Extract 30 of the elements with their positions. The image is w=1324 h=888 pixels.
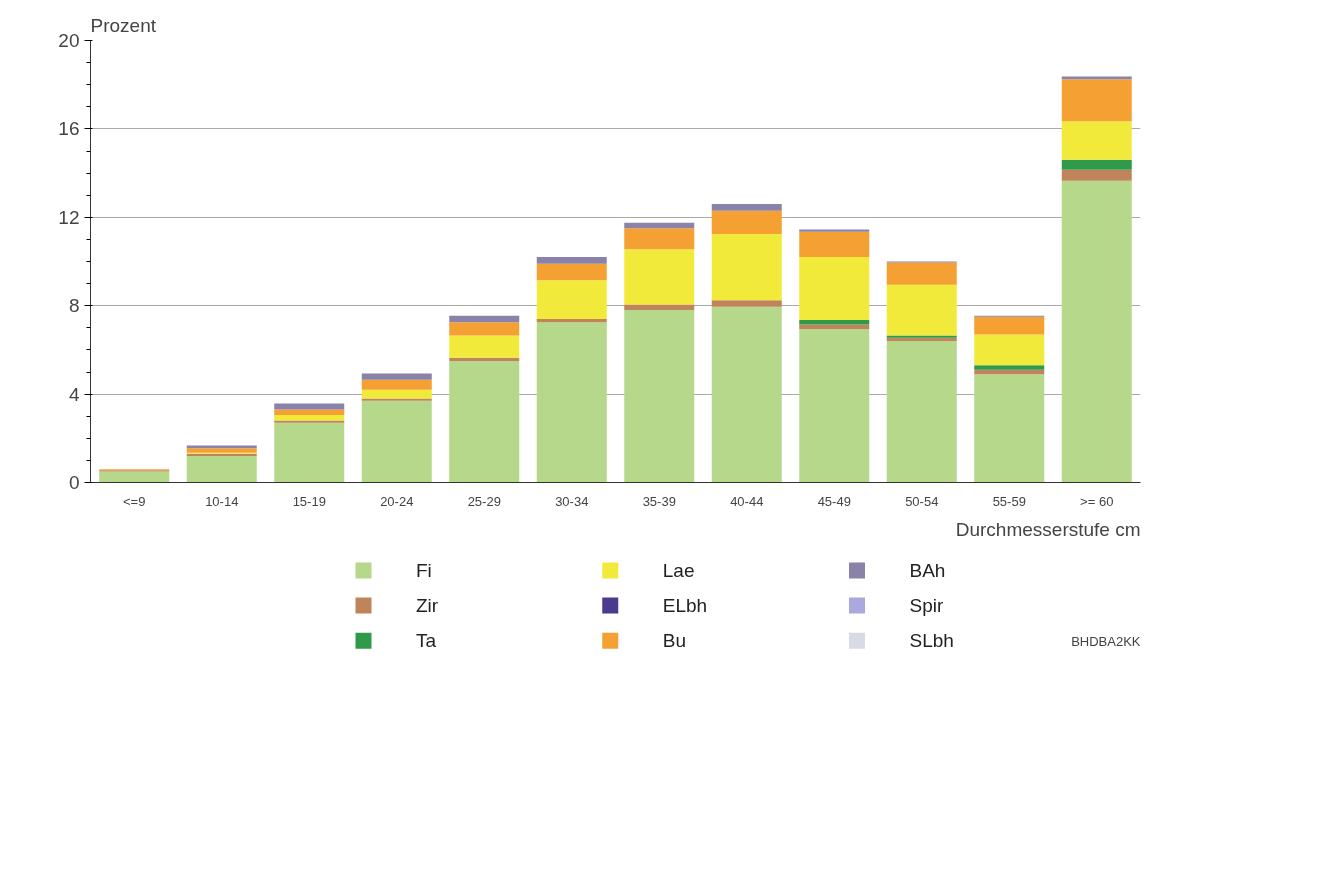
x-axis-title: Durchmesserstufe cm: [955, 518, 1141, 540]
x-tick-label: 35-39: [642, 493, 676, 509]
legend-label: Zir: [416, 595, 439, 617]
x-tick-label: >= 60: [1080, 493, 1114, 509]
y-tick-label: 0: [68, 472, 80, 493]
text: BHDBA2KK: [1071, 633, 1141, 649]
y-tick-label: 8: [68, 295, 80, 317]
x-tick-label: <=9: [123, 493, 146, 509]
x-tick-label: 15-19: [292, 493, 326, 509]
x-tick-label: 10-14: [205, 493, 239, 509]
legend-label: Lae: [662, 560, 695, 581]
y-axis-title: Prozent: [90, 14, 157, 36]
x-tick-label: 25-29: [467, 493, 501, 509]
x-tick-label: 20-24: [380, 493, 414, 509]
legend-label: ELbh: [662, 595, 708, 617]
legend-label: BAh: [909, 560, 946, 581]
y-tick-label: 20: [58, 30, 80, 51]
x-tick-label: 45-49: [817, 493, 851, 509]
legend-label: Ta: [416, 630, 437, 652]
y-tick-label: 12: [58, 206, 80, 228]
y-tick-label: 4: [68, 383, 80, 405]
legend-label: Spir: [909, 595, 944, 617]
x-tick-label: 40-44: [730, 493, 764, 509]
legend-label: Bu: [662, 630, 686, 652]
x-tick-label: 50-54: [905, 493, 939, 509]
legend-label: Fi: [416, 560, 432, 581]
x-tick-label: 30-34: [555, 493, 589, 509]
x-tick-label: 55-59: [992, 493, 1026, 509]
y-tick-label: 16: [58, 118, 80, 140]
legend-label: SLbh: [909, 630, 954, 652]
